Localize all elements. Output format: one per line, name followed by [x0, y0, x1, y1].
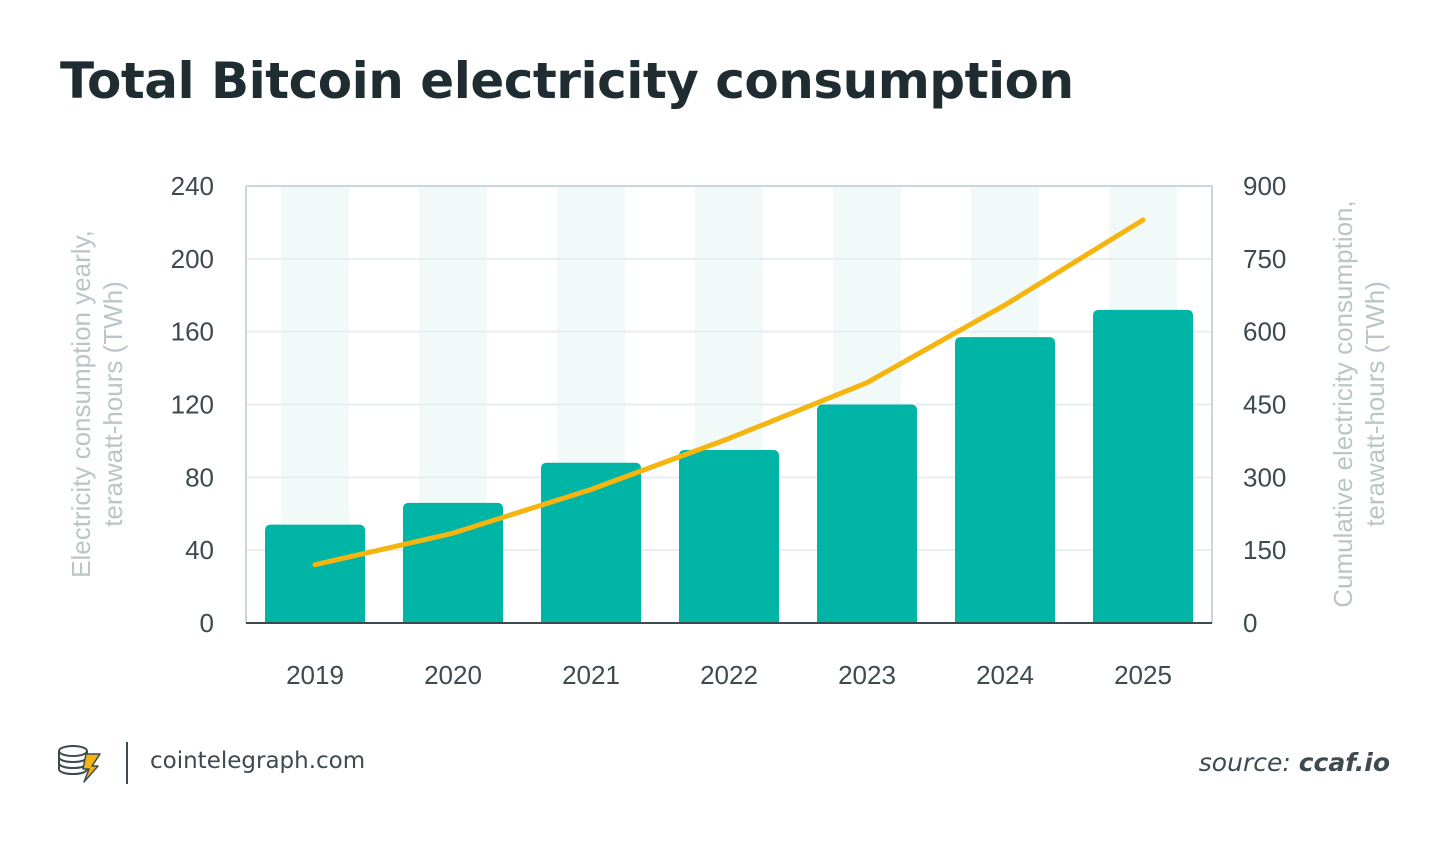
x-axis-ticks: 2019 2020 2021 2022 2023 2024 2025	[286, 660, 1172, 690]
bar-2024	[955, 337, 1055, 623]
bar-2022	[679, 450, 779, 623]
right-tick-label: 450	[1243, 390, 1286, 420]
axis-titles: Electricity consumption yearly,terawatt-…	[66, 200, 1390, 608]
x-tick-label: 2019	[286, 660, 344, 690]
right-tick-label: 0	[1243, 608, 1257, 638]
right-axis-title: Cumulative electricity consumption,teraw…	[1328, 200, 1390, 608]
source-link[interactable]: ccaf.io	[1298, 748, 1390, 777]
x-tick-label: 2021	[562, 660, 620, 690]
right-tick-label: 900	[1243, 171, 1286, 201]
right-tick-label: 150	[1243, 535, 1286, 565]
footer-divider	[126, 742, 128, 784]
x-tick-label: 2023	[838, 660, 896, 690]
bar-2020	[403, 502, 503, 623]
bar-2019	[265, 524, 365, 623]
right-tick-label: 300	[1243, 462, 1286, 492]
cumulative-line	[312, 217, 1146, 568]
left-tick-label: 200	[171, 244, 214, 274]
bar-2025	[1093, 309, 1193, 623]
chart-title: Total Bitcoin electricity consumption	[60, 52, 1074, 110]
footer-site-link[interactable]: cointelegraph.com	[150, 748, 366, 774]
right-axis-title-line: Cumulative electricity consumption,	[1328, 200, 1358, 608]
bar-2021	[541, 462, 641, 623]
left-tick-label: 120	[171, 390, 214, 420]
chart: 0 40 80 120 160 200 240 0 150 300 450 600 750 900 20…	[66, 171, 1390, 690]
left-axis-ticks: 0 40 80 120 160 200 240	[171, 171, 214, 638]
left-tick-label: 80	[185, 462, 214, 492]
x-tick-label: 2022	[700, 660, 758, 690]
left-tick-label: 240	[171, 171, 214, 201]
left-axis-title-line: Electricity consumption yearly,	[66, 230, 96, 578]
left-tick-label: 0	[200, 608, 214, 638]
coin-stack-lightning-icon	[56, 742, 104, 784]
footer-source: source: ccaf.io	[1199, 748, 1390, 777]
left-axis-title-line: terawatt-hours (TWh)	[98, 281, 128, 527]
right-tick-label: 600	[1243, 317, 1286, 347]
left-axis-title: Electricity consumption yearly,terawatt-…	[66, 230, 128, 578]
x-tick-label: 2024	[976, 660, 1034, 690]
left-tick-label: 160	[171, 317, 214, 347]
bars	[265, 309, 1193, 623]
bar-2023	[817, 404, 917, 623]
source-label: source:	[1198, 748, 1291, 777]
x-tick-label: 2020	[424, 660, 482, 690]
x-tick-label: 2025	[1114, 660, 1172, 690]
left-tick-label: 40	[185, 535, 214, 565]
right-axis-title-line: terawatt-hours (TWh)	[1360, 281, 1390, 527]
right-tick-label: 750	[1243, 244, 1286, 274]
right-axis-ticks: 0 150 300 450 600 750 900	[1243, 171, 1286, 638]
plot-frame	[245, 185, 1213, 624]
